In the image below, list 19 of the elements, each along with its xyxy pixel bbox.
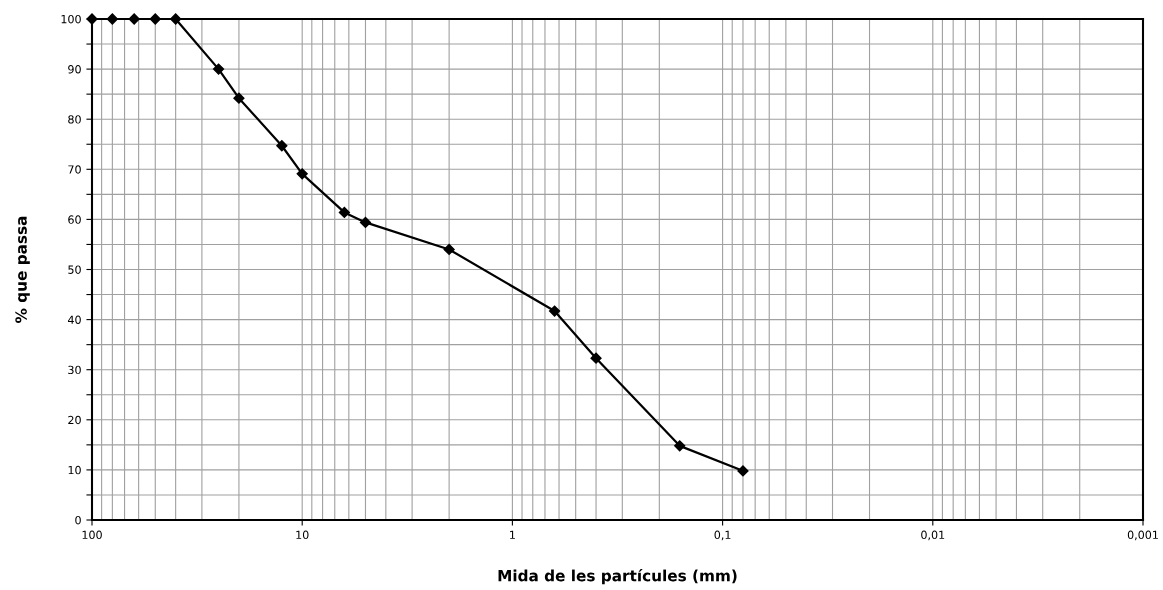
x-tick-label: 1 bbox=[510, 530, 515, 539]
y-axis-title: % que passa bbox=[15, 216, 30, 323]
y-tick-label: 70 bbox=[68, 165, 81, 174]
y-tick-label: 20 bbox=[68, 415, 81, 425]
x-tick-label: 0,001 bbox=[1127, 530, 1158, 541]
y-tick-label: 100 bbox=[61, 14, 81, 24]
y-tick-label: 80 bbox=[68, 115, 81, 124]
x-axis-title: Mida de les partícules (mm) bbox=[498, 568, 737, 585]
x-tick-label: 0,01 bbox=[921, 530, 945, 541]
y-tick-label: 50 bbox=[68, 265, 81, 274]
x-tick-label: 10 bbox=[296, 530, 309, 540]
y-tick-label: 10 bbox=[68, 465, 81, 475]
y-tick-label: 40 bbox=[67, 315, 81, 324]
y-tick-label: 30 bbox=[68, 365, 81, 375]
x-tick-label: 100 bbox=[82, 530, 102, 540]
y-tick-label: 90 bbox=[68, 65, 81, 74]
x-tick-label: 0,1 bbox=[714, 530, 731, 541]
y-tick-label: 0 bbox=[75, 515, 81, 525]
y-tick-label: 60 bbox=[68, 215, 81, 224]
